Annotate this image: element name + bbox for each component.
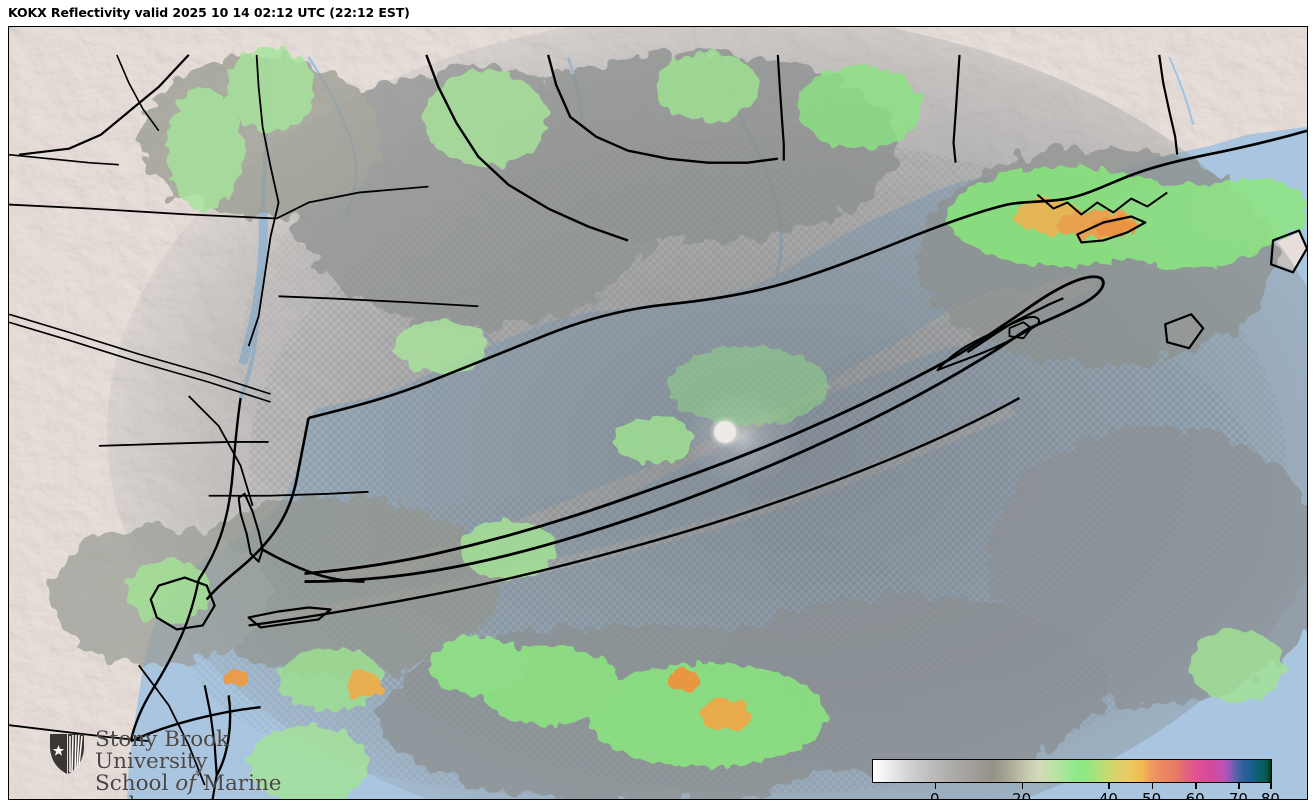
state-boundary [425, 54, 629, 242]
county-boundary [208, 490, 369, 497]
colorbar-tick [1195, 783, 1197, 789]
radar-green-ring [667, 346, 828, 426]
sbu-line-2: School of Marine and [95, 771, 320, 799]
radar-map-canvas[interactable] [9, 27, 1307, 799]
colorbar-tick-label: 60 [1185, 790, 1205, 800]
county-boundary [116, 54, 160, 132]
colorbar-tick-label: 0 [930, 790, 940, 800]
coney-island [247, 606, 332, 629]
colorbar-tick-label: 70 [1228, 790, 1248, 800]
colorbar-tick-label: 20 [1012, 790, 1032, 800]
coastline-connecticut [308, 129, 1307, 420]
barrier-beach [248, 396, 1021, 627]
colorbar-tick-label: 80 [1260, 790, 1280, 800]
radar-echo-layer [48, 27, 1307, 799]
county-boundary [247, 54, 280, 347]
sbu-line-2-italic: of [175, 771, 197, 797]
raritan-bay-shore [130, 706, 261, 743]
colorbar-tick [1270, 783, 1272, 789]
colorbar-tick [1238, 783, 1240, 789]
state-boundary [776, 54, 785, 161]
colorbar-tick [934, 783, 937, 789]
peconic-bay [936, 315, 1040, 372]
nyc-harbor [129, 579, 200, 742]
hudson-river-mouth [197, 397, 242, 581]
north-fork [966, 297, 1064, 354]
coastline-inlet [1036, 191, 1168, 216]
staten-island [149, 576, 216, 631]
county-boundary [276, 185, 429, 220]
fishers-island [1076, 215, 1147, 244]
echo-light-green [126, 46, 1286, 799]
coastline-long-island [304, 275, 1105, 575]
page-title: KOKX Reflectivity valid 2025 10 14 02:12… [8, 5, 410, 20]
state-boundary [547, 54, 778, 164]
coastline-li-south [304, 326, 1031, 583]
echo-green-core [430, 166, 1307, 768]
colorbar-tick [1108, 783, 1110, 789]
state-boundary [952, 54, 961, 163]
colorbar-tick [1151, 783, 1153, 789]
sbu-logo: Stony Brook University School of Marine … [47, 727, 320, 799]
sbu-logo-text: Stony Brook University School of Marine … [95, 727, 320, 799]
county-boundary [9, 153, 119, 166]
reflectivity-colorbar: 0 20 40 50 60 70 80 [872, 759, 1282, 800]
county-boundary [138, 664, 206, 786]
sbu-line-1: Stony Brook University [95, 727, 230, 775]
manhattan-outline [237, 492, 264, 563]
county-boundary [9, 321, 271, 403]
state-boundary [1158, 54, 1179, 155]
county-boundary [9, 203, 277, 220]
radar-map-panel[interactable]: Stony Brook University School of Marine … [8, 26, 1308, 800]
shelter-island [1008, 321, 1033, 340]
sandy-hook [203, 685, 218, 799]
long-island-sound-shore [205, 417, 310, 601]
marthas-vineyard [1269, 229, 1307, 274]
county-boundary [98, 441, 269, 447]
county-boundary [188, 395, 254, 507]
colorbar-tick-label: 40 [1098, 790, 1118, 800]
block-island [1164, 313, 1205, 350]
nj-coast [215, 695, 232, 776]
colorbar-tick [1021, 783, 1023, 789]
colorbar-tick-label: 50 [1142, 790, 1162, 800]
shield-icon [50, 734, 84, 774]
county-boundary [9, 313, 271, 395]
radar-site-marker [714, 421, 737, 444]
sbu-line-2-pre: School [95, 771, 176, 797]
brooklyn-queens-shore [261, 548, 365, 583]
sbu-line-2-post: Marine and [95, 771, 282, 799]
county-boundary [278, 295, 479, 308]
colorbar-gradient [872, 759, 1272, 783]
state-boundary [18, 54, 190, 156]
